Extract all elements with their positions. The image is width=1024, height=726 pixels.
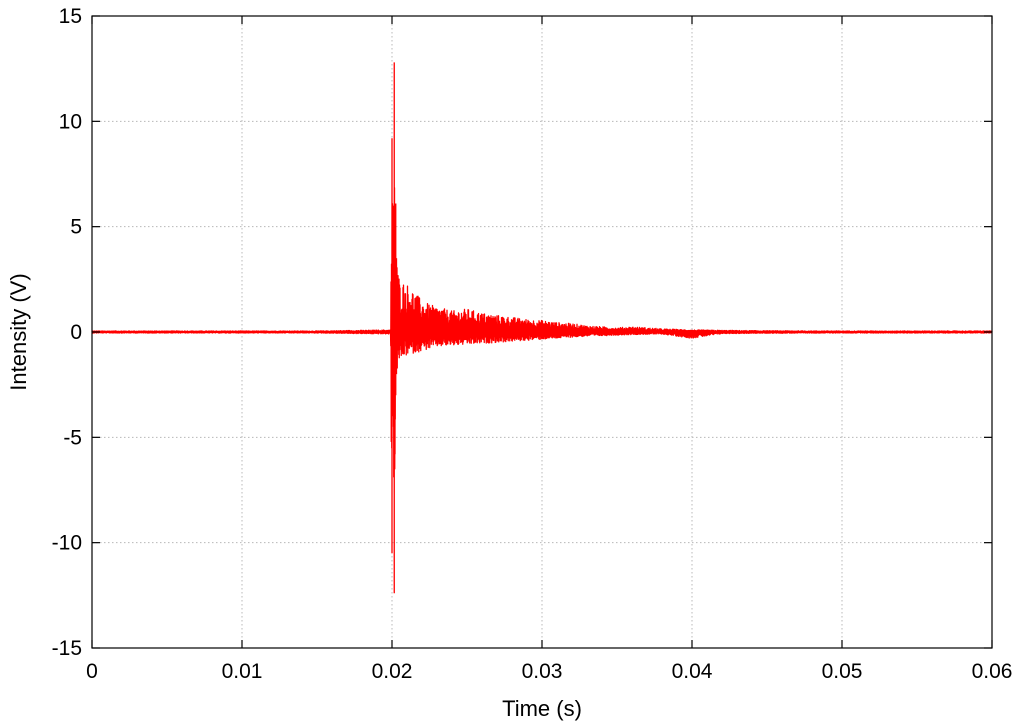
y-tick-label: -5 (63, 426, 82, 449)
x-tick-label: 0 (86, 660, 98, 683)
y-tick-labels: -15 -10 -5 0 5 10 15 (52, 5, 82, 660)
x-axis-title: Time (s) (502, 696, 582, 721)
x-tick-label: 0.05 (822, 660, 863, 683)
y-tick-label: -10 (52, 532, 82, 555)
x-tick-label: 0.03 (522, 660, 563, 683)
x-tick-label: 0.02 (372, 660, 413, 683)
y-axis-title: Intensity (V) (6, 273, 31, 390)
series-waveform (91, 62, 993, 594)
y-tick-label: 0 (70, 321, 82, 344)
y-tick-label: 5 (70, 216, 82, 239)
y-tick-label: 15 (59, 5, 82, 28)
waveform-line (91, 62, 993, 594)
x-tick-label: 0.01 (222, 660, 263, 683)
x-tick-label: 0.04 (672, 660, 713, 683)
axis-ticks (91, 15, 993, 649)
y-tick-label: 10 (59, 110, 82, 133)
y-tick-label: -15 (52, 637, 82, 660)
x-tick-label: 0.06 (972, 660, 1013, 683)
x-tick-labels: 0 0.01 0.02 0.03 0.04 0.05 0.06 (86, 660, 1012, 683)
